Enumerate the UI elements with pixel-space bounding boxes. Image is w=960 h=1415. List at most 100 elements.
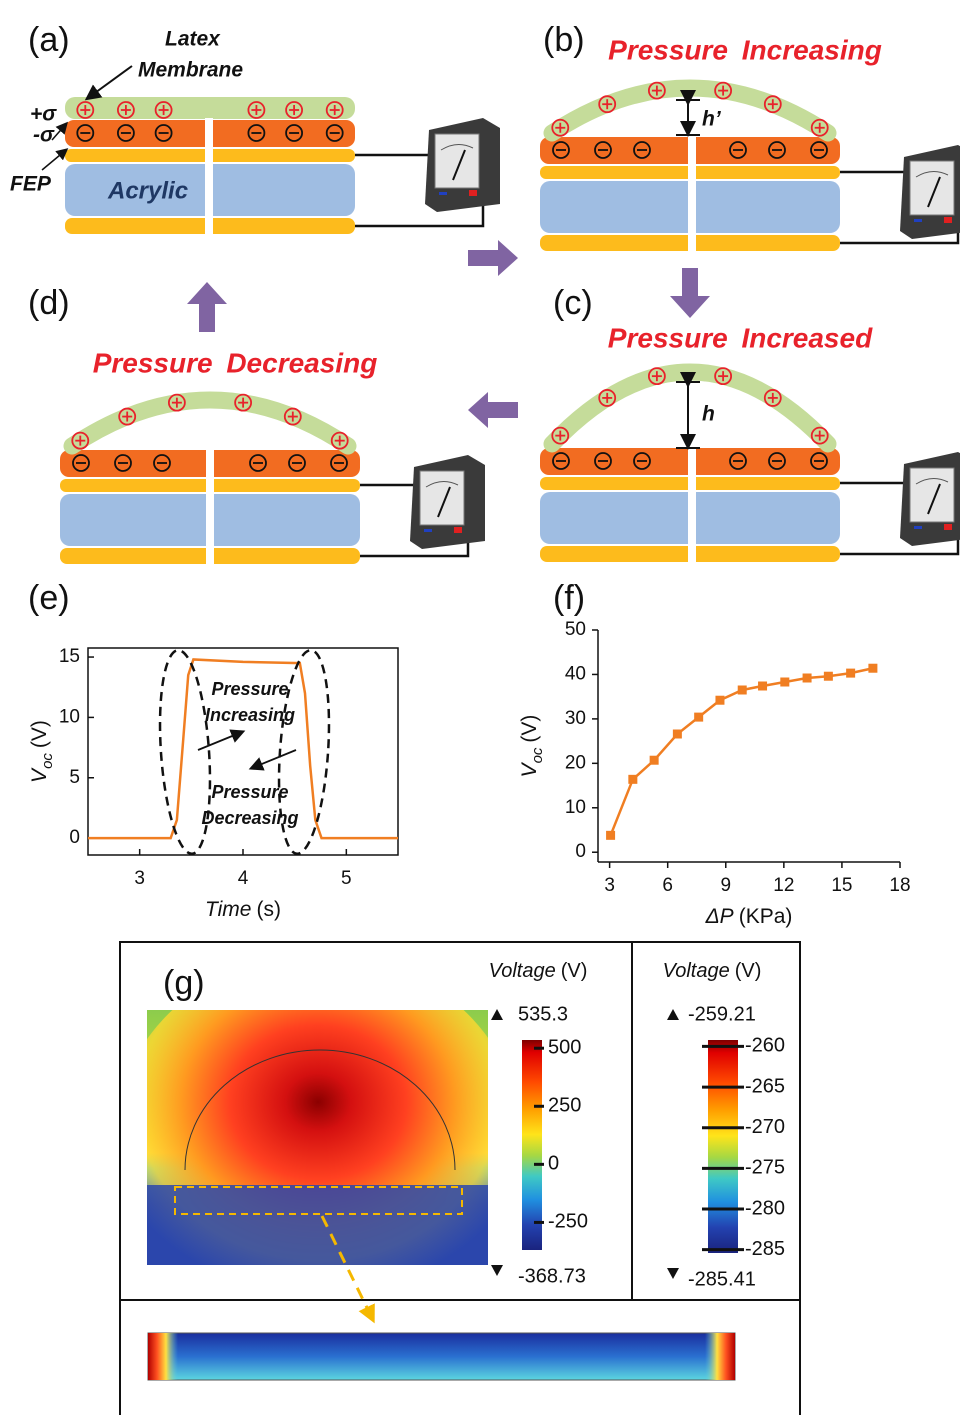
zoom-field-edge (148, 1333, 178, 1380)
max-marker (491, 1009, 503, 1020)
pointer (52, 124, 66, 140)
label-unit: (V) (28, 720, 51, 748)
panel-title: Pressure Increasing (608, 34, 882, 65)
colorbar-tick-label: 500 (548, 1036, 581, 1058)
label-sub: oc (39, 753, 56, 769)
meter-plus (944, 524, 952, 530)
colorbar-tick-label: -250 (548, 1211, 588, 1233)
x-tick-label: 3 (134, 868, 145, 889)
process-arrow (670, 268, 710, 318)
colorbar-tick-label: 250 (548, 1095, 581, 1117)
meter-plus (944, 217, 952, 223)
colorbar (708, 1040, 738, 1253)
meter-face (420, 471, 464, 525)
colorbar-tick-label: 0 (548, 1153, 559, 1175)
colorbar-tick-label: -285 (745, 1238, 785, 1260)
max-marker (667, 1009, 679, 1020)
wire (360, 485, 416, 535)
data-point (715, 696, 724, 705)
axis-label: Voc(V) (518, 715, 547, 778)
pointer (252, 750, 296, 768)
max-label: 535.3 (518, 1003, 568, 1025)
wire (840, 483, 906, 532)
x-tick-label: 9 (720, 875, 731, 896)
panel-label: (d) (28, 284, 70, 322)
min-label: -368.73 (518, 1265, 586, 1287)
wire (840, 172, 906, 225)
label-unit: (V) (518, 715, 541, 743)
wire (355, 206, 483, 226)
x-tick-label: 5 (341, 868, 352, 889)
min-marker (491, 1265, 503, 1276)
label-main: ΔP (705, 905, 734, 928)
annotation: Acrylic (107, 177, 188, 204)
annotation: Decreasing (201, 808, 298, 828)
annotation: Pressure (211, 679, 288, 699)
annotation: +σ (30, 103, 57, 126)
y-tick-label: 10 (59, 706, 80, 727)
panel-title: Pressure Increased (608, 322, 873, 353)
vent-hole (688, 446, 696, 564)
meter-minus (424, 529, 432, 532)
colorbar-tick-label: -270 (745, 1116, 785, 1138)
label-sub: oc (529, 747, 546, 763)
x-tick-label: 15 (831, 875, 852, 896)
x-tick-label: 12 (773, 875, 794, 896)
axis-label: Time(s) (205, 898, 281, 921)
annotation: -σ (33, 124, 55, 147)
colorbar (522, 1040, 542, 1250)
x-tick-label: 3 (604, 875, 615, 896)
meter-face (435, 134, 479, 188)
meter-minus (439, 192, 447, 195)
panel-title: Pressure Decreasing (93, 347, 378, 378)
x-tick-label: 6 (662, 875, 673, 896)
panel-label: (g) (163, 964, 205, 1002)
meter-minus (914, 526, 922, 529)
colorbar-tick-label: -280 (745, 1197, 785, 1219)
axis-label: Voltage(V) (663, 960, 762, 982)
y-tick-label: 5 (69, 767, 80, 788)
pointer (198, 732, 242, 750)
data-point (824, 672, 833, 681)
annotation: Latex (165, 28, 221, 51)
vent-hole (206, 448, 214, 566)
annotation: Membrane (138, 59, 243, 82)
min-label: -285.41 (688, 1268, 756, 1290)
meter-face (910, 161, 954, 215)
label-unit: (V) (735, 960, 762, 982)
data-point (606, 831, 615, 840)
y-tick-label: 20 (565, 752, 586, 773)
meter-face (910, 468, 954, 522)
colorbar-tick-label: -260 (745, 1035, 785, 1057)
data-point (758, 682, 767, 691)
data-point (846, 669, 855, 678)
min-marker (667, 1268, 679, 1279)
data-point (694, 713, 703, 722)
label-main: Voltage (489, 960, 556, 982)
x-tick-label: 4 (238, 868, 249, 889)
meter-plus (454, 527, 462, 533)
y-tick-label: 10 (565, 797, 586, 818)
max-label: -259.21 (688, 1003, 756, 1025)
x-tick-label: 18 (889, 875, 910, 896)
data-point (780, 678, 789, 687)
zoom-field-edge (705, 1333, 735, 1380)
zoom-field (148, 1333, 735, 1380)
y-tick-label: 40 (565, 663, 586, 684)
data-point (628, 775, 637, 784)
y-tick-label: 0 (575, 841, 586, 862)
data-point (868, 664, 877, 673)
meter-plus (469, 190, 477, 196)
y-tick-label: 15 (59, 646, 80, 667)
pointer (88, 66, 132, 98)
latex-membrane (65, 97, 355, 119)
axis-label: Voc(V) (28, 720, 57, 783)
axis-label: Voltage(V) (489, 960, 588, 982)
data-point (803, 674, 812, 683)
annotation: FEP (10, 173, 52, 196)
label-main: Voltage (663, 960, 730, 982)
data-point (650, 756, 659, 765)
panel-label: (e) (28, 579, 70, 617)
y-tick-label: 0 (69, 827, 80, 848)
panel-label: (c) (553, 284, 593, 322)
